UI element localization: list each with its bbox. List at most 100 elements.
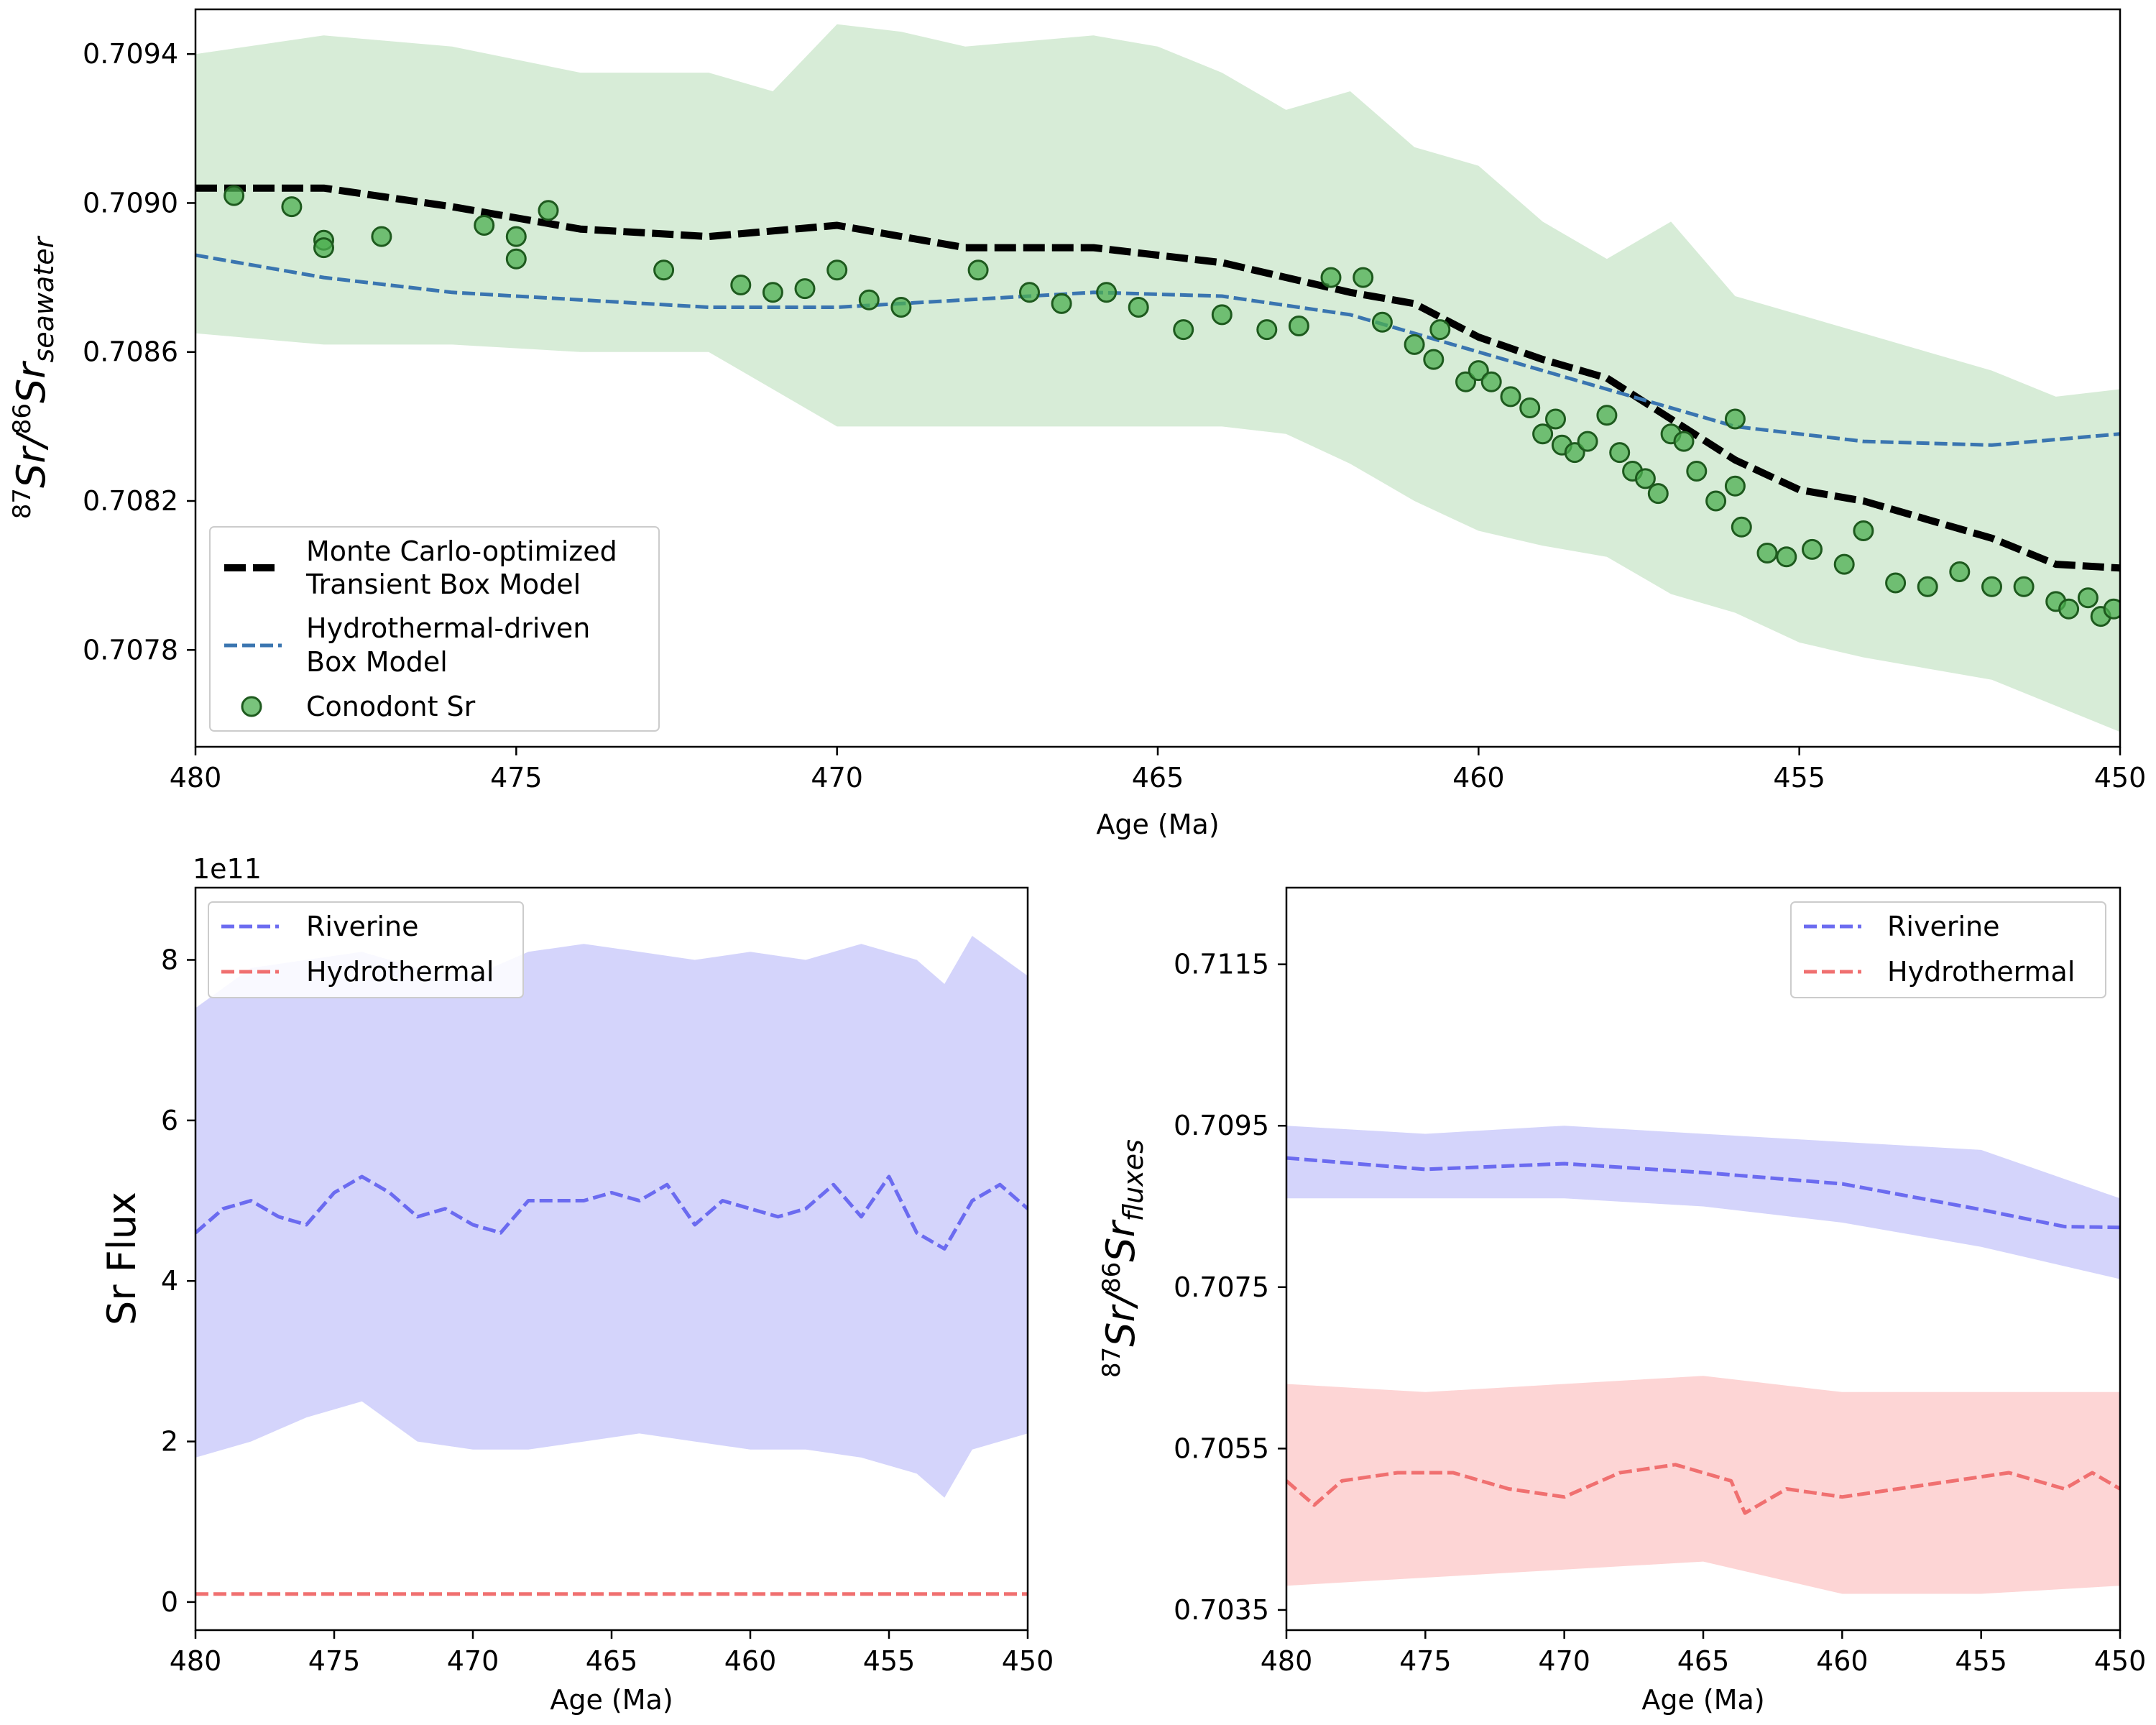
y-tick-label: 8 [161, 944, 178, 976]
conodont-point [2058, 598, 2080, 620]
conodont-point [1724, 408, 1746, 430]
y-tick-label: 0.7078 [83, 634, 178, 666]
uncertainty-band-0-0 [195, 24, 2120, 732]
series-line-0-0 [195, 184, 2120, 572]
flux-isotope-legend: Riverine Hydrothermal [1790, 901, 2106, 998]
conodont-point [1802, 538, 1823, 560]
conodont-point [1705, 490, 1727, 512]
series-line-0-1 [195, 253, 2120, 447]
conodont-point [1288, 316, 1309, 336]
seawater-x-label: Age (Ma) [1096, 809, 1219, 840]
flux-isotope-y-label-mid: Sr/ [1098, 1289, 1143, 1346]
conodont-point [1917, 576, 1938, 597]
legend-label-monte-carlo-2: Transient Box Model [305, 569, 581, 600]
conodont-point [1256, 319, 1278, 341]
conodont-point [281, 196, 303, 218]
conodont-point [1128, 297, 1149, 318]
series-line-1-0 [195, 1174, 1028, 1251]
x-tick-label: 455 [863, 1645, 916, 1677]
x-tick-label: 475 [490, 762, 543, 794]
conodont-point [1686, 461, 1708, 482]
conodont-point [1211, 304, 1233, 326]
conodont-point [538, 200, 559, 221]
legend-label-hydrothermal-model: Hydrothermal-driven [306, 612, 590, 644]
flux-x-ticks: 480 475 470 465 460 455 450 [170, 1630, 1054, 1677]
conodont-point [730, 275, 752, 295]
seawater-panel: 480 475 470 465 460 455 450 0.7078 0.7082 0.7086… [8, 8, 2147, 840]
conodont-point [1545, 408, 1566, 430]
conodont-point [858, 289, 880, 310]
conodont-point [1833, 553, 1855, 575]
conodont-point [1647, 483, 1669, 505]
flux-y-ticks: 0 2 4 6 8 [161, 944, 195, 1618]
x-tick-label: 450 [1002, 1645, 1054, 1677]
flux-plot-content [195, 936, 1028, 1596]
conodont-point [794, 278, 816, 300]
flux-isotope-y-label: 87Sr/86Srfluxes [1097, 1139, 1149, 1378]
flux-isotope-y-ticks: 0.7035 0.7055 0.7075 0.7095 0.7115 [1174, 949, 1286, 1626]
flux-isotope-x-ticks: 480 475 470 465 460 455 450 [1261, 1630, 2146, 1677]
y-tick-label: 0 [161, 1586, 178, 1618]
series-line-2-0 [1286, 1156, 2120, 1230]
y-tick-label: 2 [161, 1426, 178, 1458]
y-tick-label: 0.7094 [83, 38, 178, 70]
seawater-y-label-sup: 87 [8, 488, 37, 519]
flux-isotope-panel: 480 475 470 465 460 455 450 0.7035 0.7055 0.7075… [1097, 886, 2146, 1716]
conodont-point [890, 297, 912, 318]
flux-isotope-legend-box [1790, 901, 2106, 998]
x-tick-label: 470 [811, 762, 863, 794]
conodont-point [505, 226, 527, 247]
x-tick-label: 470 [447, 1645, 499, 1677]
x-tick-label: 470 [1538, 1645, 1590, 1677]
y-tick-label: 0.7115 [1174, 949, 1269, 980]
flux-legend-box [208, 901, 524, 998]
conodont-point [2103, 598, 2120, 620]
flux-isotope-y-label-sup: 87 [1097, 1347, 1126, 1378]
seawater-legend: Monte Carlo-optimized Transient Box Mode… [209, 526, 660, 732]
conodont-point [653, 259, 675, 281]
conodont-point [1596, 405, 1618, 426]
conodont-point [2077, 587, 2099, 609]
x-tick-label: 480 [170, 1645, 222, 1677]
conodont-point [371, 226, 392, 247]
conodont-point [1423, 349, 1445, 370]
x-tick-label: 460 [1816, 1645, 1869, 1677]
conodont-point [1532, 423, 1554, 445]
seawater-plot-content [195, 24, 2120, 732]
conodont-point [1019, 282, 1040, 303]
x-tick-label: 465 [586, 1645, 638, 1677]
y-tick-label: 0.7095 [1174, 1110, 1269, 1141]
x-tick-label: 450 [2094, 762, 2147, 794]
y-tick-label: 0.7082 [83, 485, 178, 517]
y-tick-label: 6 [161, 1105, 178, 1136]
conodont-point [1634, 468, 1656, 489]
x-tick-label: 455 [1955, 1645, 2007, 1677]
flux-isotope-plot-content [1286, 1126, 2120, 1594]
seawater-y-label-mid: Sr/ [9, 430, 54, 487]
seawater-y-label-main: Sr [9, 361, 54, 403]
conodont-point [224, 185, 245, 206]
legend-label-monte-carlo: Monte Carlo-optimized [306, 535, 617, 567]
conodont-point [1404, 334, 1425, 355]
seawater-legend-box [209, 526, 660, 732]
flux-isotope-legend-label-riverine: Riverine [1887, 911, 1999, 942]
uncertainty-band-2-1 [1286, 1376, 2120, 1594]
flux-legend: Riverine Hydrothermal [208, 901, 524, 998]
seawater-x-ticks: 480 475 470 465 460 455 450 [170, 747, 2147, 794]
conodont-point [505, 248, 527, 270]
seawater-y-label-sub: seawater [28, 235, 60, 362]
conodont-point [1096, 282, 1118, 303]
conodont-point [1455, 371, 1476, 392]
y-tick-label: 0.7055 [1174, 1432, 1269, 1464]
flux-panel: 480 475 470 465 460 455 450 0 2 4 6 8 1e11 Age (Ma… [99, 853, 1054, 1716]
x-tick-label: 455 [1773, 762, 1825, 794]
x-tick-label: 460 [724, 1645, 777, 1677]
flux-legend-label-riverine: Riverine [306, 911, 418, 942]
conodont-point [1756, 543, 1778, 564]
conodont-point [2013, 576, 2035, 597]
flux-y-label: Sr Flux [99, 1192, 144, 1325]
legend-label-hydrothermal-model-2: Box Model [306, 646, 448, 678]
y-tick-label: 4 [161, 1265, 178, 1297]
conodont-point [313, 237, 334, 259]
